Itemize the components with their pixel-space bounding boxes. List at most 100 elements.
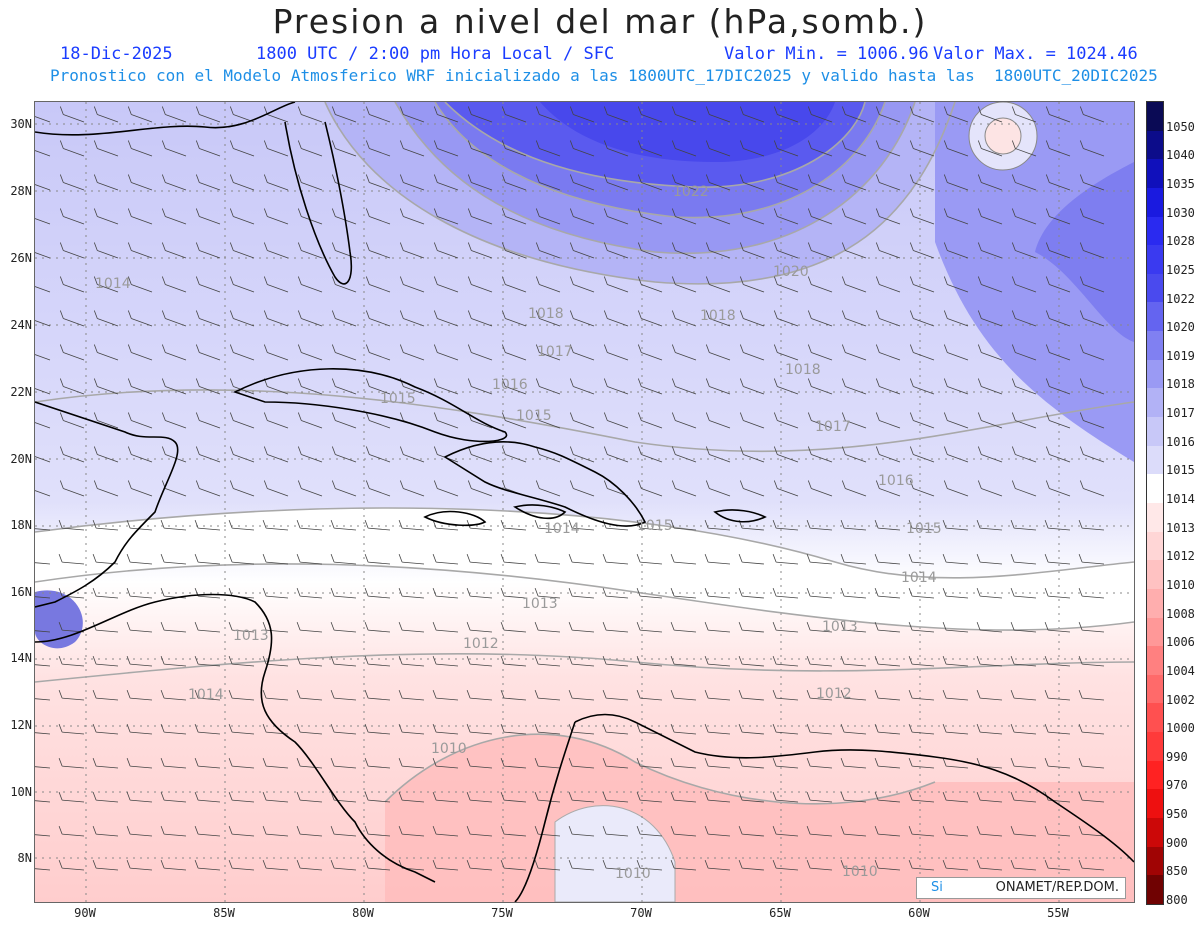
wind-barb <box>165 250 187 259</box>
wind-barb-flag <box>501 242 506 251</box>
wind-barb <box>164 663 187 667</box>
wind-barb-flag <box>1010 757 1015 767</box>
wind-barb <box>572 867 595 871</box>
contour-label: 1017 <box>815 419 851 435</box>
wind-barb-flag <box>467 276 472 285</box>
wind-barb-flag <box>977 106 982 115</box>
wind-barb <box>912 697 935 701</box>
wind-barb <box>301 284 323 293</box>
wind-barb-flag <box>534 655 539 665</box>
wind-barb-flag <box>59 378 64 387</box>
wind-barb-flag <box>908 655 913 665</box>
wind-barb <box>641 318 663 327</box>
wind-barb-flag <box>670 519 675 529</box>
high-east-core <box>1035 162 1134 342</box>
wind-barb <box>369 250 391 259</box>
coastlines <box>35 102 1134 902</box>
wind-barb <box>267 284 289 293</box>
wind-barb <box>674 833 697 837</box>
wind-barb-flag <box>671 310 676 319</box>
wind-barb <box>980 697 1003 701</box>
wind-barb-flag <box>875 106 880 115</box>
wind-barb <box>844 629 867 633</box>
wind-barb-flag <box>671 378 676 387</box>
wind-barb-flag <box>228 791 233 801</box>
wind-barb <box>470 527 493 531</box>
wind-barb-flag <box>331 276 336 285</box>
wind-barb <box>879 488 901 497</box>
wind-barb <box>35 664 51 667</box>
wind-barb-flag <box>398 689 403 699</box>
wind-barb-flag <box>671 412 676 421</box>
contour-label: 1015 <box>637 518 673 534</box>
wind-barb <box>199 488 221 497</box>
wind-barb-flag <box>637 276 642 285</box>
wind-barb-flag <box>535 140 540 149</box>
wind-barb <box>35 286 51 293</box>
min-value: Valor Min. = 1006.96 <box>724 44 929 64</box>
wind-barb-flag <box>229 174 234 183</box>
wind-barb-flag <box>705 140 710 149</box>
wind-barb-flag <box>126 723 131 733</box>
wind-barb-flag <box>330 553 335 563</box>
wind-barb <box>1049 148 1071 157</box>
wind-barb-flag <box>229 208 234 217</box>
wind-barb-flag <box>874 655 879 665</box>
wind-barb-flag <box>637 174 642 183</box>
wind-barb <box>1048 867 1071 871</box>
wind-barb-flag <box>705 412 710 421</box>
wind-barb-flag <box>160 757 165 767</box>
wind-barb <box>35 320 51 327</box>
colorbar-label: 1014 <box>1166 492 1195 506</box>
wind-barb-flag <box>195 480 200 489</box>
colorbar-label: 970 <box>1166 778 1188 793</box>
wind-barb <box>63 250 85 259</box>
wind-barb <box>402 765 425 769</box>
wind-barb <box>335 114 357 123</box>
wind-barb-flag <box>1045 480 1050 489</box>
wind-barb <box>1015 386 1037 395</box>
wind-barb-flag <box>330 791 335 801</box>
wind-barb <box>198 561 221 565</box>
wind-barb-flag <box>432 791 437 801</box>
wind-barb <box>164 697 187 701</box>
wind-barb-flag <box>841 310 846 319</box>
wind-barb <box>811 318 833 327</box>
wind-barb <box>436 867 459 871</box>
wind-barb-flag <box>1045 412 1050 421</box>
lat-label: 12N <box>10 718 32 732</box>
wind-barb <box>505 148 527 157</box>
colorbar-label: 1016 <box>1166 434 1195 449</box>
wind-barb <box>334 595 357 599</box>
wind-barb <box>811 454 833 463</box>
wind-barb <box>402 663 425 667</box>
wind-barb-flag <box>365 242 370 251</box>
wind-barb-flag <box>1078 791 1083 801</box>
colorbar-label: 1022 <box>1166 291 1195 306</box>
wind-barb <box>369 284 391 293</box>
wind-barb <box>1082 561 1105 565</box>
wind-barb-flag <box>398 791 403 801</box>
wind-barb-flag <box>1045 276 1050 285</box>
wind-barb <box>878 765 901 769</box>
wind-barb <box>130 629 153 633</box>
wind-barb-flag <box>977 310 982 319</box>
wind-barb <box>777 114 799 123</box>
wind-barb <box>131 284 153 293</box>
wind-barb <box>912 731 935 735</box>
wind-barb <box>1015 318 1037 327</box>
wind-barb-flag <box>432 689 437 699</box>
wind-barb-flag <box>399 208 404 217</box>
wind-barb <box>1014 561 1037 565</box>
wind-barb-flag <box>501 106 506 115</box>
wind-barb <box>743 318 765 327</box>
wind-barb-flag <box>806 859 811 869</box>
wind-barb <box>777 182 799 191</box>
wind-barb <box>879 420 901 429</box>
wind-barb <box>1083 284 1105 293</box>
wind-barb <box>538 595 561 599</box>
wind-barb <box>403 454 425 463</box>
wind-barb <box>538 731 561 735</box>
wind-barb <box>267 182 289 191</box>
wind-barb-flag <box>297 378 302 387</box>
